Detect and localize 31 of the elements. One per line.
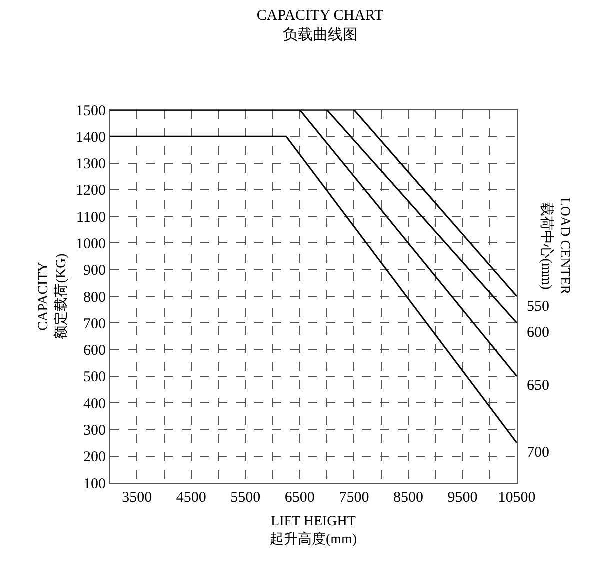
- y-tick-label: 1400: [76, 130, 106, 146]
- y2-axis-title: LOAD CENTER 载荷中心(mm): [538, 198, 572, 296]
- x-tick-label: 5500: [230, 490, 261, 506]
- x-tick-label: 10500: [498, 490, 536, 506]
- y-tick-label: 800: [84, 290, 106, 306]
- x-tick-label: 3500: [122, 490, 152, 506]
- x-tick-label: 4500: [176, 490, 206, 506]
- y-tick-label: 400: [84, 396, 106, 412]
- series-label: 600: [527, 325, 550, 341]
- series-label: 550: [527, 299, 550, 315]
- y-axis-title: CAPACITY 额定载荷(KG): [36, 253, 70, 340]
- y-tick-label: 500: [84, 370, 106, 386]
- y-tick-label: 100: [84, 476, 106, 492]
- x-tick-label: 6500: [284, 490, 315, 506]
- y-tick-label: 200: [84, 450, 106, 466]
- chart-title: CAPACITY CHART 负载曲线图: [256, 8, 384, 44]
- y-tick-label: 1200: [76, 183, 106, 200]
- x-tick-label: 8500: [393, 490, 424, 506]
- x-tick-label: 9500: [448, 490, 478, 506]
- y-tick-label: 900: [84, 263, 106, 280]
- y-tick-label: 1300: [76, 156, 106, 173]
- y-tick-label: 700: [84, 316, 106, 332]
- x-axis-title: LIFT HEIGHT 起升高度(mm): [270, 514, 358, 548]
- y-tick-label: 300: [84, 422, 106, 439]
- y-tick-label: 1100: [76, 210, 106, 226]
- series-label: 650: [527, 378, 550, 394]
- y-tick-label: 600: [84, 343, 106, 360]
- x-tick-label: 7500: [339, 490, 370, 506]
- y-tick-label: 1500: [76, 103, 106, 120]
- y-tick-label: 1000: [76, 236, 106, 252]
- series-label: 700: [527, 445, 550, 461]
